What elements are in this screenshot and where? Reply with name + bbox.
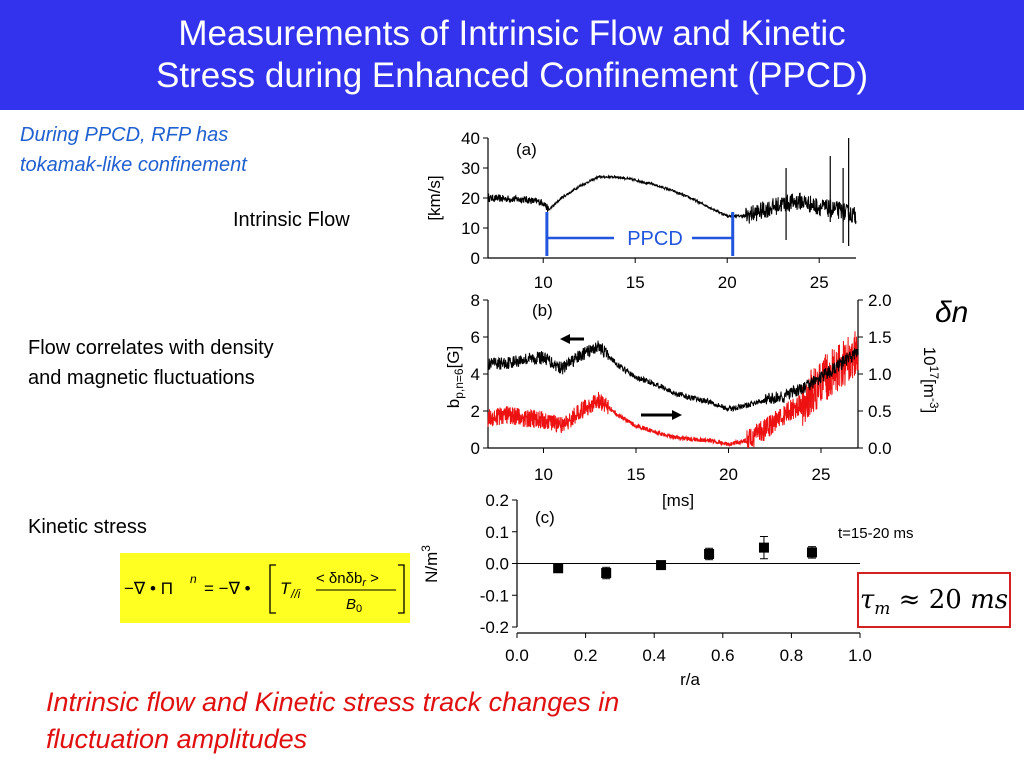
panel-c-point	[704, 548, 715, 559]
panel-b-xtick-label: 10	[534, 465, 553, 484]
panel-b-y2tick-label: 0.5	[868, 402, 892, 421]
panel-c-xtick-label: 0.6	[711, 646, 735, 665]
panel-c-xlabel: r/a	[680, 670, 700, 689]
panel-c-xtick-label: 0.2	[574, 646, 598, 665]
panel-a-ytick-label: 10	[461, 219, 480, 238]
panel-a-xtick-label: 20	[718, 273, 737, 292]
panel-a-xtick-label: 15	[626, 273, 645, 292]
panel-c-point	[758, 542, 769, 553]
label-kinetic-stress: Kinetic stress	[28, 516, 147, 538]
panel-b-xtick-label: 25	[812, 465, 831, 484]
panel-c-xtick-label: 0.8	[780, 646, 804, 665]
panel-b-ytick-label: 2	[471, 402, 480, 421]
slide-header: Measurements of Intrinsic Flow and Kinet…	[0, 0, 1024, 110]
tau-sub: m	[874, 599, 891, 620]
panel-b-xtick-label: 20	[719, 465, 738, 484]
panel-a-ytick-label: 0	[471, 249, 480, 268]
ppcd-note-line2: tokamak-like confinement	[20, 154, 247, 176]
panel-c-point	[656, 560, 667, 571]
panel-b-y2tick-label: 2.0	[868, 291, 892, 310]
left-axis-arrowhead	[560, 334, 570, 344]
panel-b-ylabel: bp,n=6[G]	[444, 346, 466, 409]
label-intrinsic-flow: Intrinsic Flow	[233, 209, 350, 231]
panel-a-xtick-label: 10	[534, 273, 553, 292]
panel-b-ytick-label: 0	[471, 439, 480, 458]
panel-c-xtick-label: 0.0	[505, 646, 529, 665]
panel-b-label: (b)	[532, 301, 553, 320]
slide-title-line2: Stress during Enhanced Confinement (PPCD…	[155, 56, 868, 95]
panel-c-ylabel: N/m3	[419, 545, 441, 583]
panel-b: 0 2 4 6 8 0.0 0.5 1.0 1.5 2.0 10 15 20 25 [ms] (b) bp,n=…	[444, 291, 968, 510]
bottom-conclusion-line1: Intrinsic flow and Kinetic stress track …	[46, 687, 620, 717]
panel-b-ytick-label: 6	[471, 328, 480, 347]
panel-c-ytick-label: 0.1	[485, 523, 509, 542]
svg-text://i: //i	[290, 587, 301, 601]
panel-a-ytick-label: 30	[461, 159, 480, 178]
panel-a-label: (a)	[516, 140, 537, 159]
formula-graphic: −∇ • Π n = −∇ • T //i < δnδbr > B0	[124, 564, 405, 615]
panel-c-label: (c)	[535, 508, 555, 527]
panel-c-xtick-label: 0.4	[642, 646, 666, 665]
panel-c-annotation: t=15-20 ms	[838, 525, 913, 542]
panel-b-field-line	[487, 340, 859, 413]
panel-a-series-line	[487, 174, 857, 225]
slide-title-line1: Measurements of Intrinsic Flow and Kinet…	[178, 14, 846, 53]
panel-b-y2label: 1017[m-3]	[920, 347, 941, 414]
svg-text:= −∇ •: = −∇ •	[204, 579, 251, 598]
panel-c-ytick-label: -0.1	[480, 586, 509, 605]
panel-c-point	[553, 563, 564, 574]
panel-b-y2tick-label: 1.5	[868, 328, 892, 347]
panel-c-ytick-label: 0.2	[485, 491, 509, 510]
panel-b-xlabel: [ms]	[662, 491, 694, 510]
panel-c-point	[601, 568, 612, 579]
panel-a-xtick-label: 25	[810, 273, 829, 292]
ppcd-note: During PPCD, RFP has tokamak-like confin…	[20, 120, 247, 180]
panel-c-point	[806, 547, 817, 558]
label-flow-correlates-line2: and magnetic fluctuations	[28, 367, 255, 389]
ppcd-label: PPCD	[627, 228, 683, 250]
panel-b-y2tick-label: 0.0	[868, 439, 892, 458]
panel-a: 0 10 20 30 40 10 15 20 25 [km/s] (a) PPCD	[425, 129, 857, 292]
panel-c-xtick-label: 1.0	[848, 646, 872, 665]
panel-b-xtick-label: 15	[627, 465, 646, 484]
bottom-conclusion-line2: fluctuation amplitudes	[46, 724, 308, 754]
panel-b-y2tick-label: 1.0	[868, 365, 892, 384]
tau-approx: ≈ 20	[890, 585, 971, 615]
panel-b-ytick-label: 8	[471, 291, 480, 310]
panel-a-ytick-label: 20	[461, 189, 480, 208]
tau-unit: ms	[970, 585, 1009, 615]
panel-c: -0.2 -0.1 0.0 0.1 0.2 0.0 0.2 0.4 0.6 0.8 1.0 r/a (c…	[419, 491, 913, 689]
tau-symbol: τ	[859, 585, 875, 615]
tau-estimate-box: τm ≈ 20 ms	[857, 572, 1011, 628]
panel-a-ylabel: [km/s]	[425, 175, 444, 220]
bottom-conclusion: Intrinsic flow and Kinetic stress track …	[46, 684, 619, 758]
panel-b-density-line	[487, 331, 859, 449]
panel-c-ytick-label: 0.0	[485, 555, 509, 574]
right-axis-arrowhead	[672, 410, 682, 420]
svg-text:n: n	[190, 572, 197, 586]
svg-text:−∇ • Π: −∇ • Π	[124, 579, 173, 598]
panel-b-ytick-label: 4	[471, 365, 480, 384]
ppcd-note-line1: During PPCD, RFP has	[20, 124, 229, 146]
label-flow-correlates: Flow correlates with density and magneti…	[28, 333, 274, 393]
label-flow-correlates-line1: Flow correlates with density	[28, 337, 274, 359]
svg-text:T: T	[280, 579, 292, 598]
kinetic-stress-formula: −∇ • Π n = −∇ • T //i < δnδbr > B0	[120, 553, 410, 623]
panel-c-ytick-label: -0.2	[480, 618, 509, 637]
panel-a-ytick-label: 40	[461, 129, 480, 148]
delta-n-symbol: δn	[935, 296, 968, 329]
